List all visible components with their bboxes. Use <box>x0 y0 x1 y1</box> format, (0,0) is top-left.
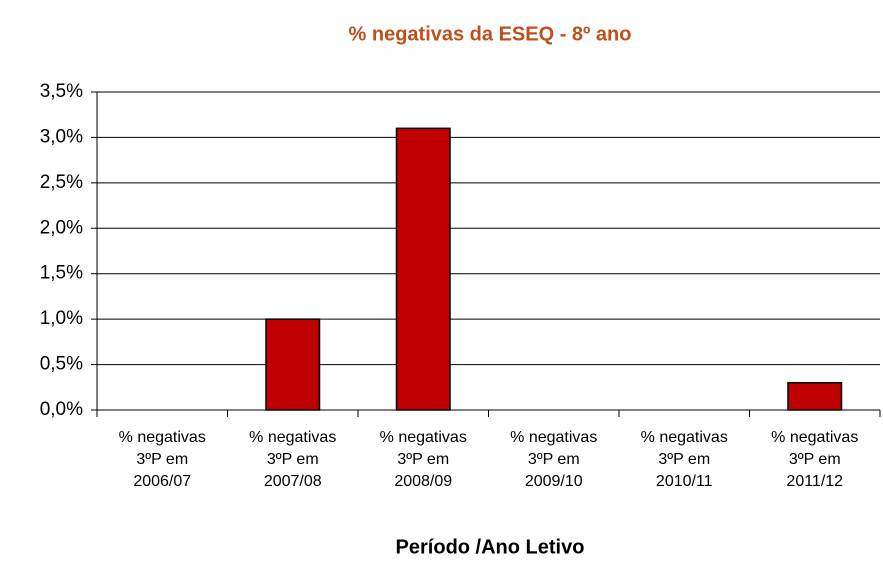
bar <box>395 127 451 411</box>
x-tick-label: % negativas <box>380 429 467 446</box>
x-tick-label: 3ºP em <box>397 451 449 468</box>
y-tick-label: 1,0% <box>40 308 83 329</box>
x-tick-label: 2008/09 <box>394 473 452 490</box>
x-tick-label: 2011/12 <box>786 473 843 490</box>
x-tick-label: 2006/07 <box>133 473 191 490</box>
x-tick-label: 2007/08 <box>264 473 322 490</box>
y-tick-label: 1,5% <box>40 263 83 284</box>
x-tick-label: 3ºP em <box>528 451 580 468</box>
x-tick-label: 3ºP em <box>789 451 841 468</box>
y-tick-label: 2,0% <box>40 217 83 238</box>
x-tick-label: % negativas <box>771 429 858 446</box>
y-tick-label: 3,5% <box>40 81 83 102</box>
x-tick-label: 2009/10 <box>525 473 583 490</box>
y-tick-label: 2,5% <box>40 172 83 193</box>
x-tick-label: 2010/11 <box>656 473 713 490</box>
y-tick-label: 0,5% <box>40 354 83 375</box>
bar <box>787 381 843 411</box>
x-axis-title: Período /Ano Letivo <box>396 536 585 558</box>
x-tick-label: 3ºP em <box>267 451 319 468</box>
x-tick-label: 3ºP em <box>136 451 188 468</box>
x-tick-label: % negativas <box>119 429 206 446</box>
x-tick-label: 3ºP em <box>658 451 710 468</box>
x-tick-label: % negativas <box>641 429 728 446</box>
x-tick-label: % negativas <box>249 429 336 446</box>
bar <box>265 318 321 411</box>
y-tick-label: 3,0% <box>40 126 83 147</box>
x-tick-label: % negativas <box>510 429 597 446</box>
y-tick-label: 0,0% <box>40 399 83 420</box>
chart-title: % negativas da ESEQ - 8º ano <box>349 23 632 45</box>
